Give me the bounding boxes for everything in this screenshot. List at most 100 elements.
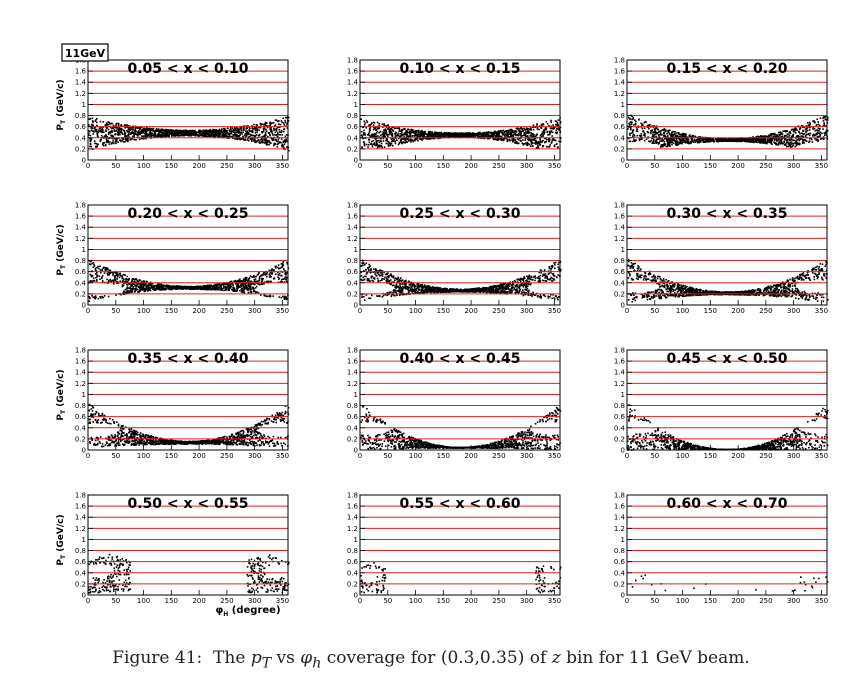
scatter-point [768,134,770,137]
scatter-point [229,132,231,135]
scatter-point [241,289,243,292]
scatter-point [131,291,134,293]
scatter-point [192,131,195,133]
scatter-point [205,131,208,133]
scatter-point [231,127,234,129]
scatter-point [160,134,162,137]
scatter-point [130,291,132,294]
scatter-point [638,119,640,121]
scatter-point [218,128,221,131]
scatter-point [419,133,421,135]
scatter-point [537,145,539,147]
scatter-point [651,135,654,138]
scatter-point [663,132,665,134]
x-tick-label: 100 [676,162,689,170]
scatter-point [799,127,801,130]
scatter-point [466,133,468,136]
scatter-point [134,132,136,135]
scatter-point [701,139,704,141]
y-tick-label: 1 [621,101,625,109]
scatter-point [547,138,550,141]
scatter-point [283,143,286,146]
scatter-point [97,131,100,134]
y-tick-label: 1.4 [75,79,87,87]
scatter-point [196,131,199,133]
scatter-point [537,147,540,149]
scatter-point [774,138,776,141]
scatter-point [442,132,445,135]
scatter-point [523,134,525,137]
scatter-point [264,133,267,136]
scatter-point [172,135,175,137]
scatter-point [686,140,689,142]
scatter-point [433,133,436,136]
scatter-point [284,141,287,144]
scatter-point [800,132,803,135]
scatter-point [637,126,640,128]
scatter-point [771,143,773,145]
scatter-point [799,132,801,135]
scatter-point [263,135,266,138]
scatter-point [540,127,543,129]
scatter-point [553,145,556,147]
plot-frame [626,59,828,161]
scatter-point [92,133,94,135]
scatter-point [270,269,273,272]
scatter-point [269,127,272,130]
scatter-point [131,127,134,129]
scatter-point [214,136,216,138]
scatter-point [498,132,500,134]
scatter-point [632,117,635,119]
scatter-point [639,138,642,140]
scatter-point [391,129,394,131]
scatter-point [273,144,275,147]
scatter-point [207,129,210,132]
scatter-point [539,138,541,141]
scatter-point [215,133,217,135]
scatter-point [238,135,240,138]
scatter-point [285,134,288,136]
scatter-point [640,133,643,135]
scatter-point [497,139,499,141]
scatter-point [109,132,112,134]
scatter-point [111,129,113,132]
scatter-point [188,133,191,136]
scatter-point [786,139,789,142]
scatter-point [759,137,761,140]
scatter-point [378,145,381,147]
scatter-point [266,126,269,129]
scatter-point [168,132,170,134]
scatter-point [509,131,512,133]
scatter-point [95,296,97,299]
scatter-point [162,133,165,136]
scatter-point [261,279,264,282]
scatter-point [272,295,274,297]
scatter-point [101,143,104,146]
scatter-point [453,134,455,136]
scatter-point [127,126,129,129]
scatter-point [635,120,637,123]
scatter-point [769,134,772,136]
scatter-point [819,133,822,136]
scatter-point [89,145,91,148]
scatter-point [202,132,204,134]
scatter-point [646,131,649,133]
scatter-point [791,138,793,141]
scatter-point [102,129,104,131]
scatter-point [682,137,684,140]
scatter-point [278,129,281,131]
scatter-point [531,138,533,141]
scatter-point [125,136,128,138]
scatter-point [779,139,782,142]
scatter-point [203,131,206,134]
scatter-point [149,135,152,138]
scatter-point [529,145,532,148]
scatter-point [556,143,558,145]
scatter-point [102,121,104,123]
scatter-point [285,138,288,141]
scatter-point [495,138,498,141]
scatter-point [665,145,668,148]
scatter-point [482,132,485,134]
scatter-point [708,140,710,143]
plot-frame [87,59,289,161]
